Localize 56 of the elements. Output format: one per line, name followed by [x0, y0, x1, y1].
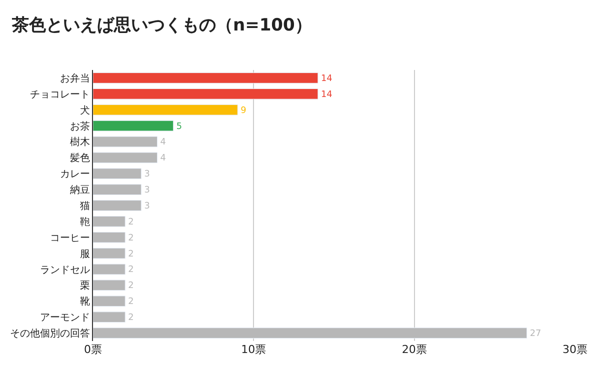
bar — [93, 184, 142, 195]
bar — [93, 104, 238, 116]
x-tick-label: 20票 — [402, 343, 427, 356]
y-tick-label: ランドセル — [40, 264, 90, 276]
bar — [93, 136, 158, 148]
chart-title: 茶色といえば思いつくもの（n=100） — [11, 15, 312, 36]
y-tick-label: 納豆 — [70, 184, 90, 196]
data-label: 2 — [128, 297, 134, 308]
data-label: 9 — [240, 106, 247, 116]
y-tick-label: 髪色 — [70, 152, 90, 164]
bar — [93, 248, 126, 259]
y-tick-label: お茶 — [70, 120, 90, 132]
bar — [93, 328, 528, 338]
data-label: 3 — [144, 170, 150, 180]
y-tick-label: お弁当 — [60, 72, 90, 84]
y-tick-label: 栗 — [80, 280, 90, 292]
y-tick-label: 犬 — [80, 104, 90, 116]
bar — [93, 120, 174, 132]
y-tick-label: コーヒー — [50, 232, 90, 244]
x-tick-label: 0票 — [84, 343, 102, 356]
data-label: 2 — [128, 217, 134, 228]
bar — [93, 72, 318, 84]
bar — [93, 200, 142, 211]
bar — [93, 312, 126, 323]
y-tick-label: 靴 — [80, 296, 90, 308]
data-label: 2 — [128, 281, 134, 292]
data-label: 2 — [128, 265, 134, 276]
y-tick-label: カレー — [60, 169, 90, 180]
x-tick-label: 30票 — [562, 343, 588, 356]
data-label: 4 — [160, 154, 166, 164]
y-tick-label: アーモンド — [40, 312, 90, 324]
bar — [93, 280, 126, 291]
data-label: 3 — [144, 201, 150, 212]
bar — [93, 168, 142, 180]
bar — [93, 296, 126, 307]
data-label: 5 — [176, 122, 182, 132]
data-label: 2 — [128, 233, 134, 244]
bar — [93, 152, 158, 164]
data-label: 14 — [320, 74, 333, 84]
y-tick-label: 猫 — [80, 201, 90, 212]
data-label: 2 — [128, 313, 134, 324]
bar — [93, 232, 126, 243]
bar — [93, 88, 318, 100]
y-tick-label: 鞄 — [80, 216, 90, 228]
y-tick-label: 樹木 — [70, 136, 90, 148]
data-label: 14 — [320, 90, 333, 100]
data-label: 2 — [128, 249, 134, 260]
data-label: 4 — [160, 138, 166, 148]
x-tick-label: 10票 — [241, 343, 266, 356]
bar — [93, 216, 126, 227]
data-label: 3 — [144, 186, 150, 196]
y-tick-label: 服 — [80, 248, 90, 260]
y-tick-label: その他個別の回答 — [10, 328, 90, 340]
y-tick-label: チョコレート — [30, 89, 90, 100]
data-label: 27 — [530, 328, 542, 339]
bar — [93, 264, 126, 275]
